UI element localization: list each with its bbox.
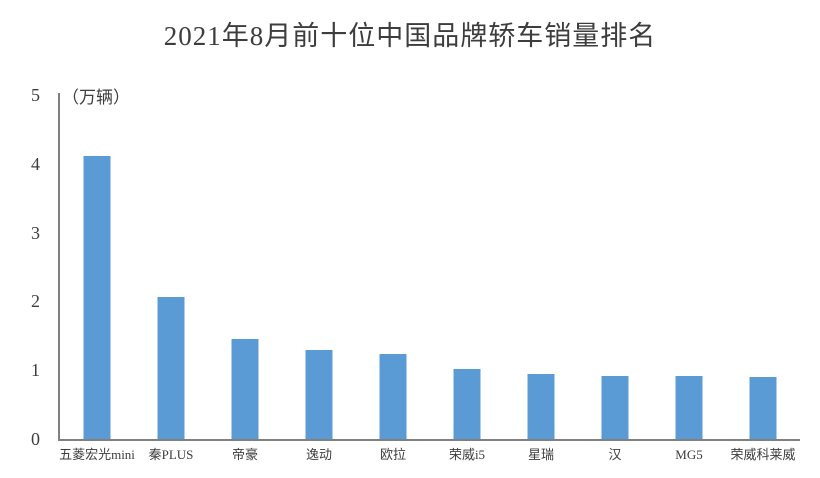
bar-slot: 秦PLUS [134,95,208,461]
y-tick-label: 0 [31,429,40,449]
x-category-label: 秦PLUS [148,447,194,462]
bar [157,296,185,439]
x-category-label: 欧拉 [379,447,407,462]
x-category-label: MG5 [675,447,703,462]
y-tick-label: 3 [31,222,40,243]
bars-container: 五菱宏光mini 秦PLUS 帝豪 逸动 欧拉 荣威i5 星瑞 汉 MG5 荣威科莱威 [59,95,800,461]
bar-slot: MG5 [652,95,726,461]
bar [305,349,333,439]
chart-title: 2021年8月前十位中国品牌轿车销量排名 [163,21,657,51]
y-tick-label: 5 [31,85,40,105]
bar-slot: 星瑞 [504,95,578,461]
plot-area: 五菱宏光mini 秦PLUS 帝豪 逸动 欧拉 荣威i5 星瑞 汉 MG5 荣威科莱威 [58,93,800,461]
bar-slot: 荣威科莱威 [726,95,800,461]
y-axis-line [58,93,60,439]
bar [379,354,407,439]
x-category-label: 荣威i5 [448,447,486,462]
bar [527,374,555,439]
bar-slot: 荣威i5 [430,95,504,461]
bar-slot: 汉 [578,95,652,461]
x-category-label: 五菱宏光mini [59,447,135,462]
y-tick-label: 1 [31,360,40,381]
y-axis-unit-label: （万辆） [62,88,130,107]
y-tick-label: 4 [31,153,40,174]
x-category-label: 汉 [608,447,622,462]
bar [675,375,703,439]
bar-slot: 逸动 [282,95,356,461]
bar-slot: 欧拉 [356,95,430,461]
bar-slot: 帝豪 [208,95,282,461]
bar-slot: 五菱宏光mini [59,95,135,461]
bar [83,155,111,439]
bar [231,339,259,439]
bar [453,368,481,439]
x-category-label: 荣威科莱威 [730,447,796,462]
bar [601,375,629,439]
y-tick-label: 2 [31,291,40,312]
x-axis-line [58,439,800,441]
bar [749,377,777,439]
x-category-label: 逸动 [305,447,333,462]
x-category-label: 星瑞 [527,447,555,462]
y-axis-ticks: 0 1 2 3 4 5 [18,86,40,448]
x-category-label: 帝豪 [231,447,259,462]
